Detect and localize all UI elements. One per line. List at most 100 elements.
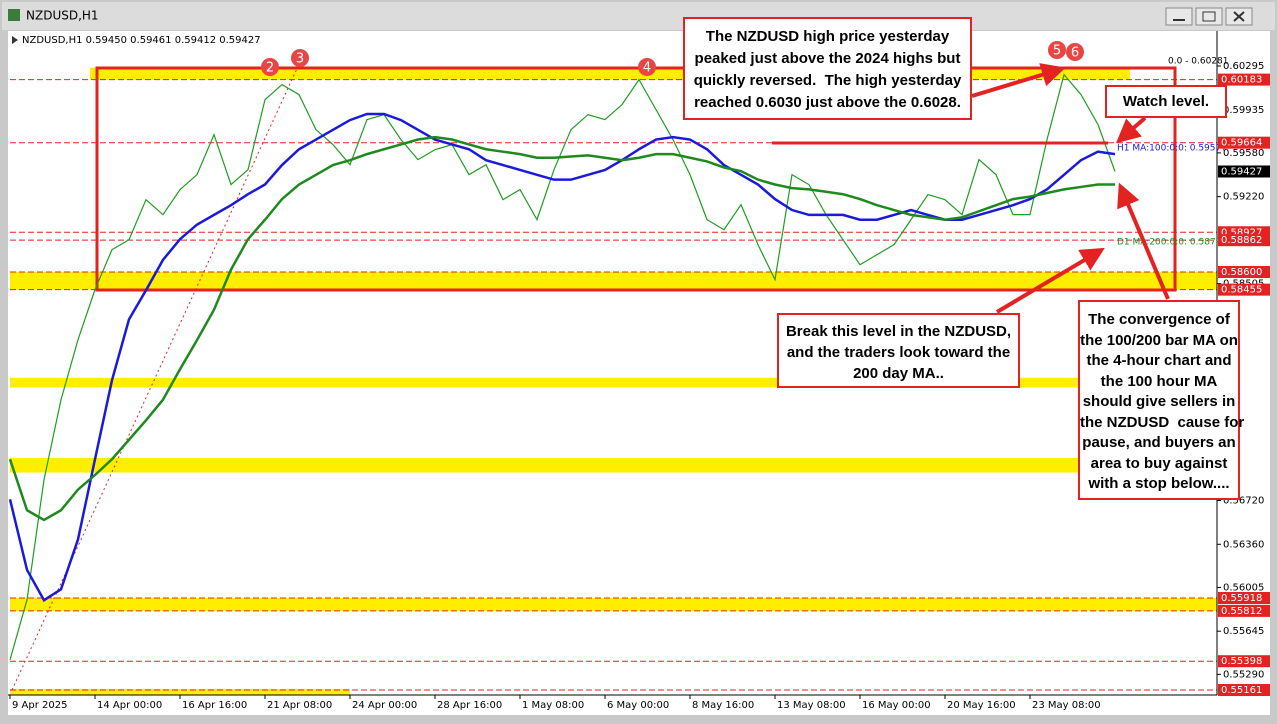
annotation-line: peaked just above the 2024 highs but [694, 50, 961, 67]
price-level-label: 0.60183 [1221, 75, 1262, 86]
annotation: Watch level. [1105, 85, 1227, 118]
annotation-line: the NZDUSD cause for [1080, 413, 1245, 431]
x-tick-label: 14 Apr 00:00 [97, 700, 162, 711]
arrow [1115, 116, 1147, 144]
price-level-label: 0.59664 [1221, 138, 1262, 149]
level-zone [10, 688, 350, 695]
window-title: NZDUSD,H1 [26, 9, 99, 23]
marker-circle [1066, 43, 1084, 61]
price-level-box [1218, 266, 1270, 279]
y-tick-label: 0.59580 [1223, 148, 1264, 159]
marker-label: 5 [1053, 44, 1061, 59]
annotation-line: the 100/200 bar MA on [1080, 331, 1238, 349]
marker-circle [261, 58, 279, 76]
series-line [8, 135, 1115, 522]
y-tick-label: 0.59935 [1223, 105, 1264, 116]
current-price-box [1218, 165, 1270, 178]
annotation: Break this level in the NZDUSD, and the … [777, 313, 1020, 388]
annotation-line: should give sellers in [1082, 393, 1236, 410]
y-tick-label: 0.60295 [1223, 61, 1264, 72]
close-icon [1233, 11, 1245, 22]
ma-label: H1 MA:100:0:0: 0.59577 [1117, 144, 1227, 154]
marker-circle [1048, 41, 1066, 59]
x-tick-label: 28 Apr 16:00 [437, 700, 502, 711]
current-price-label: 0.59427 [1221, 166, 1262, 177]
x-tick-label: 9 Apr 2025 [12, 700, 67, 711]
arrow [1117, 182, 1170, 300]
marker-circle [291, 49, 309, 67]
marker-circle [638, 58, 656, 76]
price-level-label: 0.55398 [1221, 656, 1262, 667]
arrow [971, 63, 1066, 98]
annotation-line: area to buy against [1090, 454, 1228, 472]
price-level-box [1218, 592, 1270, 605]
marker-label: 2 [266, 61, 274, 76]
symbol-info: NZDUSD,H1 0.59450 0.59461 0.59412 0.5942… [22, 35, 261, 46]
price-level-label: 0.58862 [1221, 235, 1262, 246]
price-level-label: 0.58455 [1221, 285, 1262, 296]
annotation: The convergence of the 100/200 bar MA on… [1078, 300, 1245, 500]
annotation-line: The convergence of [1088, 311, 1230, 328]
y-tick-label: 0.56005 [1223, 582, 1264, 593]
marker-label: 6 [1071, 46, 1079, 61]
fib-label: 0.0 - 0.60281 [1168, 57, 1229, 67]
price-level-label: 0.55812 [1221, 606, 1262, 617]
y-tick-label: 0.56360 [1223, 539, 1264, 550]
maximize-icon [1202, 11, 1216, 22]
annotation: The NZDUSD high price yesterday peaked j… [683, 17, 972, 120]
price-level-box [1218, 73, 1270, 86]
price-level-label: 0.58600 [1221, 267, 1262, 278]
price-level-box [1218, 234, 1270, 247]
series-line [8, 112, 1116, 602]
x-tick-label: 21 Apr 08:00 [267, 700, 332, 711]
series-line [9, 73, 1116, 661]
annotation-line: The NZDUSD high price yesterday [705, 28, 950, 45]
minimize-button[interactable] [1165, 7, 1193, 26]
marker-label: 4 [643, 61, 651, 76]
price-level-label: 0.55918 [1221, 593, 1262, 604]
annotation-line: with a stop below.... [1088, 475, 1230, 492]
annotation-line: pause, and buyers an [1082, 434, 1236, 451]
annotation-line: Break this level in the NZDUSD, [785, 323, 1012, 340]
x-tick-label: 20 May 16:00 [947, 700, 1016, 711]
maximize-button[interactable] [1195, 7, 1223, 26]
level-zone [90, 67, 1130, 80]
x-tick-label: 6 May 00:00 [607, 700, 669, 711]
annotation-line: the 100 hour MA [1100, 372, 1218, 390]
price-level-label: 0.55161 [1221, 685, 1262, 696]
marker-group: 2 3 4 5 6 [261, 41, 1084, 76]
ma-label: D1 MA:200:0:0: 0.58792 [1117, 238, 1227, 248]
price-level-box [1218, 655, 1270, 668]
level-zone [10, 272, 1217, 290]
y-tick-label: 0.59220 [1223, 192, 1264, 203]
y-tick-label: 0.55290 [1223, 669, 1264, 680]
window-icon [8, 9, 20, 21]
x-tick-label: 13 May 08:00 [777, 700, 846, 711]
x-tick-label: 1 May 08:00 [522, 700, 584, 711]
y-tick-label: 0.56720 [1223, 496, 1264, 507]
info-arrow [12, 36, 18, 44]
level-zone [10, 457, 1217, 473]
y-tick-label: 0.55645 [1223, 626, 1264, 637]
annotation-line: quickly reversed. The high yesterday [693, 72, 962, 89]
title-bar [2, 2, 1275, 30]
annotation-line: the 4-hour chart and [1086, 352, 1232, 369]
price-level-box [1218, 604, 1270, 617]
price-level-box [1218, 136, 1270, 149]
x-tick-label: 16 Apr 16:00 [182, 700, 247, 711]
price-level-box [1218, 283, 1270, 296]
trend-line [11, 61, 301, 691]
x-tick-label: 8 May 16:00 [692, 700, 754, 711]
annotation-line: reached 0.6030 just above the 0.6028. [694, 94, 961, 111]
arrow [995, 247, 1105, 314]
x-tick-label: 24 Apr 00:00 [352, 700, 417, 711]
level-zone [10, 377, 1217, 388]
price-level-label: 0.58927 [1221, 227, 1262, 238]
marker-label: 3 [296, 52, 304, 67]
price-level-box [1218, 684, 1270, 697]
x-tick-label: 16 May 00:00 [862, 700, 931, 711]
annotation-line: 200 day MA.. [853, 365, 944, 382]
x-tick-label: 23 May 08:00 [1032, 700, 1101, 711]
